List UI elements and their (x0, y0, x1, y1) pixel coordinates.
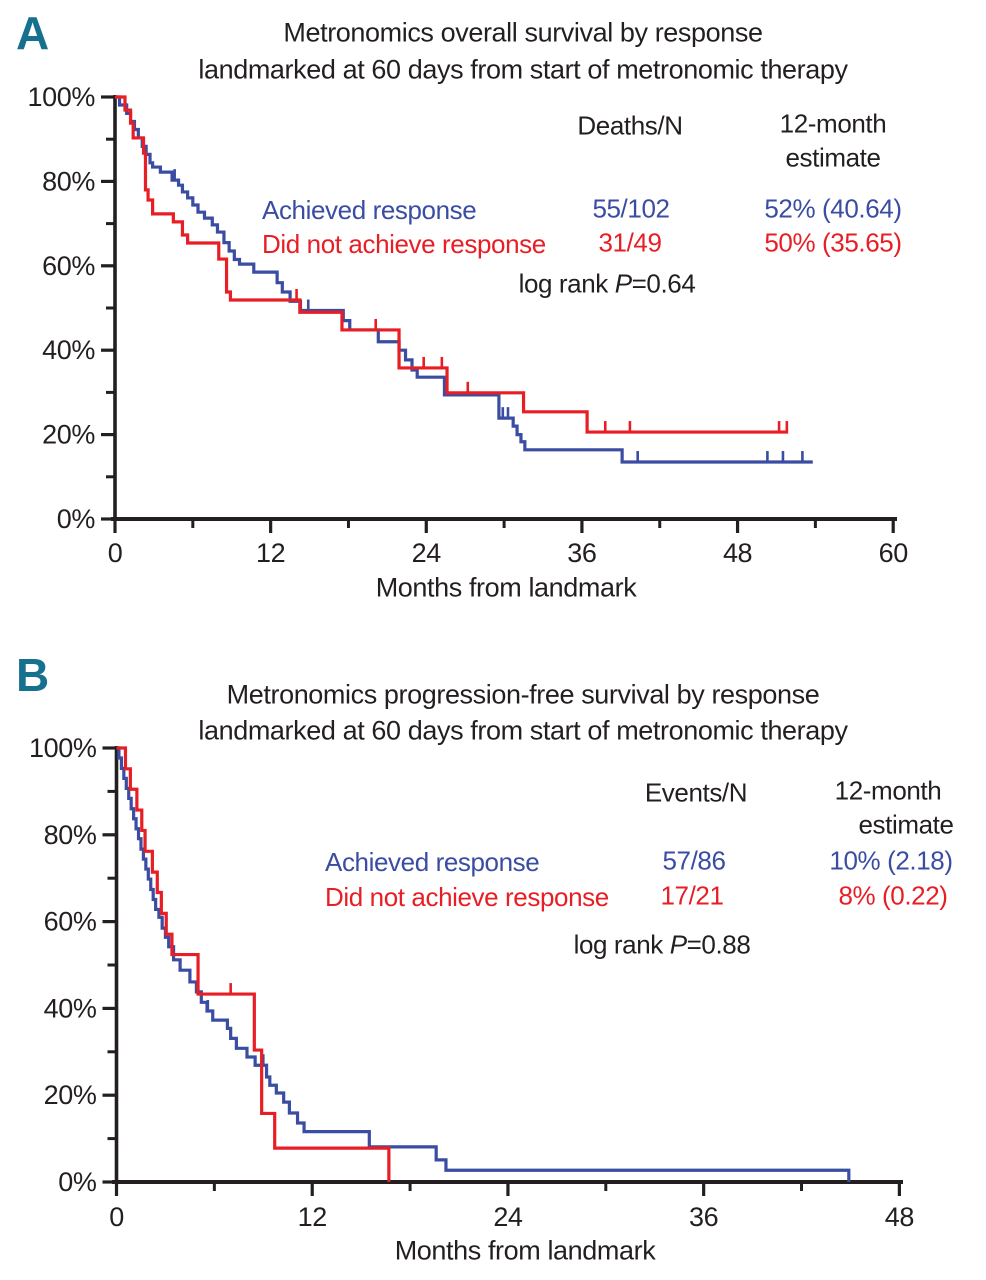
km-curve-not-achieved (116, 746, 391, 1182)
panel-b-title-line2: landmarked at 60 days from start of metr… (198, 715, 848, 746)
panel-b-legend-row-achieved-estimate: 10% (2.18) (829, 845, 953, 876)
svg-text:60: 60 (879, 538, 908, 568)
panel-b-x-axis-label: Months from landmark (394, 1235, 656, 1266)
panel-a-log-rank-prefix: log rank (518, 268, 615, 299)
km-curve-achieved (116, 746, 851, 1182)
panel-a-title-line2: landmarked at 60 days from start of metr… (198, 54, 848, 85)
panel-a-log-rank-stat: P (614, 268, 632, 299)
panel-b-legend-row-achieved-count: 57/86 (662, 845, 726, 876)
svg-text:100%: 100% (29, 733, 97, 763)
panel-b-plot: 0% 20% 40% 60% 80% 100% 0 12 24 36 48 (29, 733, 914, 1232)
svg-text:40%: 40% (42, 335, 95, 365)
panel-a-log-rank-value: =0.64 (631, 268, 696, 299)
km-curve-achieved (115, 95, 813, 464)
panel-a-legend-row-notachieved-count: 31/49 (598, 227, 662, 258)
svg-text:36: 36 (689, 1202, 718, 1232)
panel-b-log-rank-value: =0.88 (686, 929, 751, 960)
panel-a-estimate-header-line1: 12-month (779, 108, 887, 139)
svg-text:20%: 20% (44, 1080, 97, 1110)
panel-b-title-line1: Metronomics progression-free survival by… (226, 679, 820, 710)
svg-text:48: 48 (723, 538, 752, 568)
panel-a-legend-row-achieved-name: Achieved response (262, 195, 477, 225)
panel-a-legend-row-notachieved-name: Did not achieve response (262, 229, 546, 259)
panel-b-log-rank: log rank P=0.88 (574, 930, 751, 961)
svg-text:0%: 0% (58, 1167, 97, 1197)
panel-a-legend-row-achieved-estimate: 52% (40.64) (764, 193, 902, 224)
panel-a-log-rank: log rank P=0.64 (519, 269, 696, 300)
svg-text:80%: 80% (44, 820, 97, 850)
panel-a-title-line1: Metronomics overall survival by response (283, 17, 763, 48)
panel-b-log-rank-stat: P (669, 929, 687, 960)
panel-b-legend-row-notachieved-estimate: 8% (0.22) (838, 880, 948, 911)
svg-text:24: 24 (412, 538, 442, 568)
svg-text:12: 12 (298, 1202, 327, 1232)
panel-b-count-header: Events/N (644, 777, 748, 808)
svg-text:0: 0 (108, 538, 123, 568)
panel-b-legend-row-notachieved-name: Did not achieve response (325, 882, 609, 912)
svg-text:40%: 40% (44, 993, 97, 1023)
svg-text:80%: 80% (42, 166, 95, 196)
km-curve-not-achieved (115, 95, 789, 434)
panel-b-label: B (16, 649, 50, 701)
svg-text:0: 0 (109, 1202, 124, 1232)
panel-b-log-rank-prefix: log rank (573, 929, 670, 960)
svg-text:60%: 60% (44, 907, 97, 937)
svg-text:24: 24 (493, 1202, 523, 1232)
panel-a-estimate-header-line2: estimate (785, 142, 881, 173)
panel-b-legend-row-notachieved-count: 17/21 (660, 880, 724, 911)
svg-text:100%: 100% (28, 82, 96, 112)
panel-b-legend-row-achieved-name: Achieved response (325, 847, 540, 877)
svg-text:12: 12 (256, 538, 285, 568)
panel-b-estimate-header-line2: estimate (858, 809, 954, 840)
svg-text:36: 36 (567, 538, 596, 568)
panel-b-estimate-header-line1: 12-month (834, 775, 942, 806)
panel-a-count-header: Deaths/N (577, 110, 683, 141)
panel-a-x-axis-label: Months from landmark (375, 572, 637, 603)
svg-text:60%: 60% (42, 251, 95, 281)
svg-text:0%: 0% (57, 504, 96, 534)
svg-text:48: 48 (885, 1202, 914, 1232)
svg-text:20%: 20% (42, 420, 95, 450)
panel-a-label: A (16, 7, 50, 59)
panel-a-legend-row-achieved-count: 55/102 (592, 193, 670, 224)
panel-a-plot: 0% 20% 40% 60% 80% 100% 0 12 24 36 48 60 (28, 82, 909, 568)
panel-a-legend-row-notachieved-estimate: 50% (35.65) (764, 227, 902, 258)
